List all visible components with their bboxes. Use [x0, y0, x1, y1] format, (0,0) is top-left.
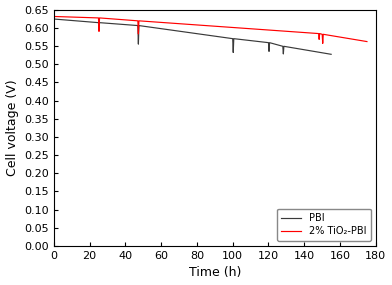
PBI [185, 31, 190, 34]
PBI [143, 25, 148, 28]
2% TiO₂-PBI [324, 33, 328, 36]
Legend: PBI, 2% TiO₂-PBI: PBI, 2% TiO₂-PBI [277, 209, 371, 241]
X-axis label: Time (h): Time (h) [189, 266, 241, 280]
2% TiO₂-PBI [201, 24, 206, 27]
2% TiO₂-PBI [242, 27, 247, 30]
Y-axis label: Cell voltage (V): Cell voltage (V) [5, 80, 18, 176]
2% TiO₂-PBI [137, 19, 142, 23]
PBI [329, 53, 334, 56]
PBI [120, 23, 125, 26]
2% TiO₂-PBI [365, 40, 369, 43]
PBI [51, 17, 56, 21]
PBI [69, 19, 74, 22]
2% TiO₂-PBI [320, 42, 325, 45]
2% TiO₂-PBI [97, 30, 102, 33]
PBI [249, 39, 254, 42]
2% TiO₂-PBI [256, 28, 261, 31]
Line: 2% TiO₂-PBI: 2% TiO₂-PBI [54, 17, 367, 43]
PBI [165, 28, 170, 31]
Line: PBI: PBI [54, 19, 331, 54]
2% TiO₂-PBI [51, 15, 56, 18]
